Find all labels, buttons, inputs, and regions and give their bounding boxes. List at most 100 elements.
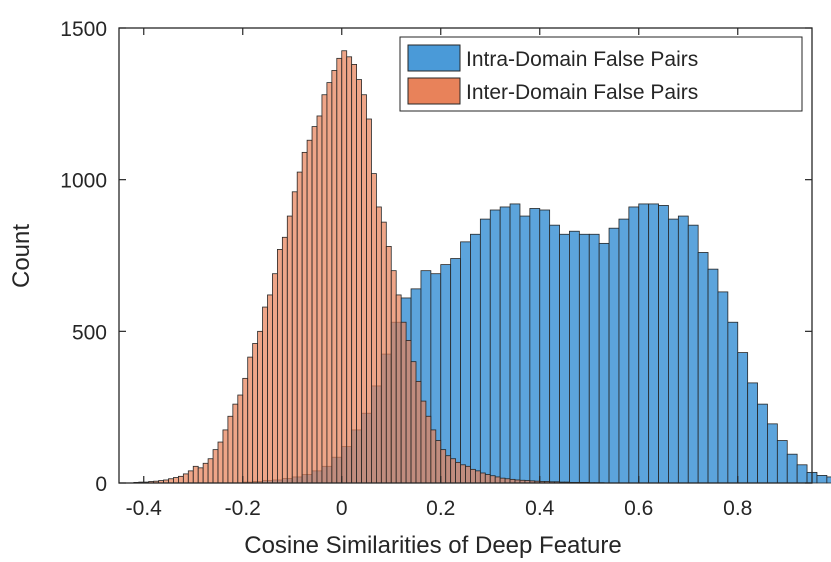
histogram-bar-inter — [316, 115, 323, 484]
axes-frame — [118, 27, 813, 484]
histogram-bar-inter — [479, 472, 486, 484]
histogram-bar-inter — [445, 455, 452, 484]
histogram-bar-inter — [301, 151, 308, 484]
histogram-bar-inter — [306, 139, 313, 484]
x-tick-label: -0.2 — [225, 497, 261, 520]
histogram-bar-intra — [479, 218, 491, 484]
histogram-bar-intra — [648, 203, 659, 484]
histogram-bar-inter — [351, 64, 357, 484]
histogram-bar-intra — [598, 242, 610, 484]
histogram-bar-inter — [415, 380, 422, 484]
histogram-bar-intra — [539, 209, 551, 484]
histogram-bar-inter — [192, 465, 199, 484]
histogram-bar-intra — [786, 453, 798, 484]
histogram-bar-intra — [529, 208, 541, 484]
histogram-bar-inter — [242, 377, 249, 484]
histogram-bar-inter — [286, 215, 293, 484]
histogram-bar-inter — [474, 470, 481, 484]
legend-label-inter: Inter-Domain False Pairs — [466, 81, 698, 104]
histogram-bar-intra — [747, 382, 758, 484]
histogram-bar-inter — [455, 461, 461, 484]
histogram-bar-inter — [465, 465, 471, 484]
histogram-bar-inter — [217, 441, 224, 484]
histogram-bar-intra — [737, 352, 749, 484]
x-tick-label: -0.4 — [126, 497, 163, 520]
histogram-bar-inter — [499, 477, 506, 484]
histogram-bar-inter — [262, 306, 268, 484]
histogram-bar-inter — [494, 476, 501, 484]
histogram-bar-inter — [321, 94, 328, 484]
x-tick-label: 0.8 — [723, 497, 752, 520]
histogram-bar-inter — [430, 429, 437, 484]
histogram-bar-inter — [252, 343, 258, 484]
histogram-bar-inter — [232, 403, 239, 484]
histogram-bar-inter — [336, 57, 343, 484]
histogram-bar-inter — [390, 270, 397, 484]
histogram-bar-inter — [341, 50, 348, 484]
histogram-bar-inter — [177, 475, 184, 484]
histogram-bar-intra — [489, 209, 501, 484]
histogram-bar-inter — [375, 206, 382, 484]
histogram-bar-intra — [757, 403, 768, 484]
histogram-bar-intra — [450, 258, 461, 484]
x-tick-label: 0.4 — [525, 497, 555, 520]
histogram-bar-intra — [460, 241, 471, 484]
histogram-bar-inter — [247, 356, 254, 484]
histogram-bar-intra — [707, 268, 719, 484]
histogram-bar-inter — [470, 468, 476, 484]
x-axis-title: Cosine Similarities of Deep Feature — [244, 532, 622, 559]
histogram-bar-intra — [628, 206, 640, 484]
histogram-bar-inter — [400, 321, 407, 484]
histogram-bar-inter — [366, 118, 372, 484]
histogram-bar-inter — [202, 462, 209, 484]
histogram-bar-inter — [484, 474, 491, 484]
histogram-bar-intra — [727, 321, 739, 484]
histogram-bar-intra — [658, 205, 669, 484]
histogram-bar-inter — [291, 191, 298, 484]
axis-ticks: -0.4 -0.2 0 0.2 0.4 0.6 0.8 0 500 1000 1500 — [60, 18, 812, 520]
histogram-bar-intra — [608, 227, 620, 484]
histogram-bar-intra — [816, 475, 828, 484]
histogram-bar-inter — [257, 330, 263, 484]
histogram-bar-inter — [380, 221, 387, 484]
y-tick-label: 1500 — [60, 18, 107, 41]
histogram-bar-intra — [687, 224, 699, 484]
histogram-bar-intra — [499, 206, 511, 484]
histogram-bar-inter — [222, 429, 229, 484]
histogram-bar-intra — [588, 233, 600, 484]
histogram-bar-intra — [519, 215, 531, 484]
histogram-bar-inter — [276, 249, 283, 484]
histogram-bar-inter — [227, 415, 234, 484]
histogram-bar-inter — [420, 400, 427, 484]
histogram-bar-inter — [311, 126, 318, 484]
histogram-bar-inter — [182, 473, 189, 484]
histogram-bar-inter — [272, 273, 278, 484]
y-tick-label: 0 — [95, 473, 107, 496]
histogram-bar-inter — [212, 449, 219, 484]
histogram-bar-intra — [470, 233, 481, 484]
histogram-bar-intra — [668, 218, 679, 484]
histogram-bar-inter — [371, 173, 377, 484]
histogram-bar-intra — [559, 233, 570, 484]
legend: Intra-Domain False Pairs Inter-Domain Fa… — [399, 36, 803, 112]
histogram-bar-inter — [237, 394, 244, 484]
histogram-bar-intra — [618, 218, 630, 484]
histogram-bar-inter — [440, 449, 447, 484]
histogram-bar-inter — [356, 79, 362, 484]
histogram-bar-intra — [717, 291, 729, 484]
histogram-bar-intra — [578, 233, 590, 484]
histogram-bar-intra — [767, 423, 778, 484]
legend-box — [399, 36, 803, 112]
histogram-bar-inter — [410, 361, 417, 484]
histogram-bar-inter — [361, 94, 367, 484]
legend-swatch-intra — [407, 44, 461, 72]
histogram-bar-inter — [331, 70, 338, 484]
histogram-bar-intra — [549, 224, 560, 484]
histogram-bars — [133, 50, 831, 484]
histogram-bar-inter — [489, 475, 496, 484]
histogram-bar-intra — [826, 476, 831, 484]
histogram-bar-inter — [405, 340, 412, 484]
histogram-bar-inter — [197, 467, 204, 484]
histogram-bar-intra — [796, 464, 808, 484]
histogram-bar-inter — [395, 294, 402, 484]
